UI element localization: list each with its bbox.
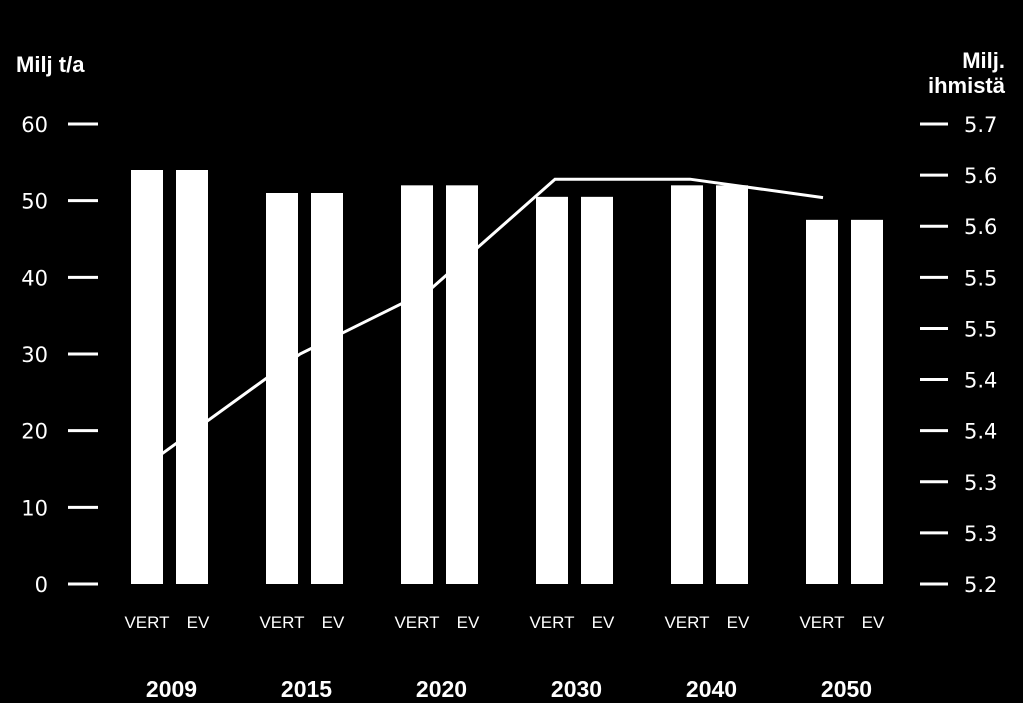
- year-label: 2009: [146, 676, 197, 702]
- right-tick-label: 5.4: [964, 420, 997, 444]
- right-axis-label-line1: Milj.: [962, 48, 1005, 73]
- right-tick-label: 5.6: [964, 164, 997, 188]
- right-tick-label: 5.4: [964, 369, 997, 393]
- left-tick-label: 30: [21, 343, 48, 367]
- scenario-label: VERT: [394, 613, 439, 632]
- left-axis-label: Milj t/a: [16, 52, 85, 77]
- bar-vert-2020: [401, 185, 433, 585]
- bar-ev-2040: [716, 185, 748, 585]
- bar-ev-2020: [446, 185, 478, 585]
- population-line: [159, 177, 824, 457]
- scenario-label: VERT: [529, 613, 574, 632]
- right-tick-label: 5.3: [964, 522, 997, 546]
- population-series-line: [159, 177, 824, 457]
- year-label: 2050: [821, 676, 872, 702]
- bar-vert-2015: [266, 193, 298, 584]
- scenario-label: VERT: [799, 613, 844, 632]
- right-tick-label: 5.6: [964, 215, 997, 239]
- year-label: 2015: [281, 676, 332, 702]
- x-axis-labels: VERT EV 2009 VERT EV 2015 VERT EV 2020 VERT EV 2030…: [124, 613, 885, 702]
- right-axis: 5.2 5.3 5.3 5.4 5.4 5.5 5.5 5.6 5.6 5.7: [920, 113, 997, 597]
- scenario-label: EV: [592, 613, 615, 632]
- right-axis-label-line2: ihmistä: [928, 73, 1006, 98]
- year-label: 2030: [551, 676, 602, 702]
- right-tick-label: 5.7: [964, 113, 997, 137]
- bar-ev-2050: [851, 219, 883, 585]
- bar-vert-2030: [536, 196, 568, 585]
- year-label: 2020: [416, 676, 467, 702]
- right-tick-label: 5.5: [964, 317, 997, 341]
- right-tick-label: 5.2: [964, 573, 997, 597]
- year-label: 2040: [686, 676, 737, 702]
- scenario-label: VERT: [259, 613, 304, 632]
- right-tick-label: 5.3: [964, 471, 997, 495]
- scenario-label: VERT: [664, 613, 709, 632]
- left-tick-label: 40: [21, 266, 48, 290]
- bar-vert-2050: [806, 219, 838, 585]
- scenario-label: EV: [727, 613, 750, 632]
- bar-ev-2030: [581, 196, 613, 585]
- scenario-label: EV: [187, 613, 210, 632]
- bars: [131, 170, 883, 585]
- scenario-label: EV: [862, 613, 885, 632]
- left-tick-label: 10: [21, 496, 48, 520]
- bar-ev-2015: [311, 193, 343, 584]
- left-tick-label: 0: [35, 573, 48, 597]
- left-axis: 0 10 20 30 40 50 60: [21, 113, 98, 597]
- bar-vert-2009: [131, 170, 163, 584]
- left-tick-label: 50: [21, 190, 48, 214]
- right-tick-label: 5.5: [964, 266, 997, 290]
- scenario-label: EV: [457, 613, 480, 632]
- scenario-label: EV: [322, 613, 345, 632]
- bar-ev-2009: [176, 170, 208, 584]
- bar-vert-2040: [671, 185, 703, 585]
- scenario-label: VERT: [124, 613, 169, 632]
- left-tick-label: 60: [21, 113, 48, 137]
- left-tick-label: 20: [21, 420, 48, 444]
